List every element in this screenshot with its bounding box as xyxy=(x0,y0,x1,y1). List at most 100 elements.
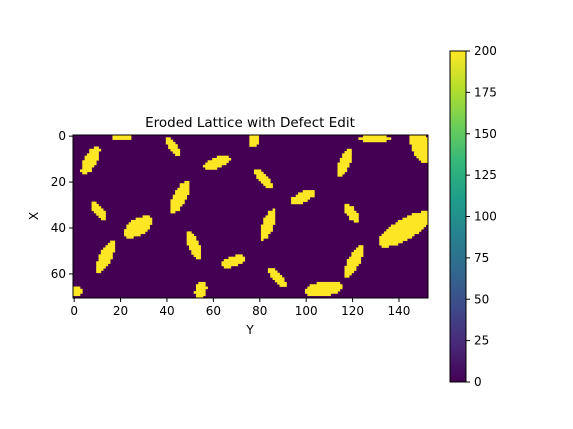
heatmap-cell-run xyxy=(221,263,239,267)
heatmap-cell-run xyxy=(98,254,113,258)
heatmap-cell-run xyxy=(270,275,283,278)
heatmap-cell-run xyxy=(73,288,83,292)
heatmap-cell-run xyxy=(411,146,429,150)
x-axis: 0 20 40 60 80 100 120 140 xyxy=(70,298,410,318)
heatmap-cell-run xyxy=(263,183,273,186)
heatmap-cell-run xyxy=(96,265,106,269)
heatmap-cell-run xyxy=(170,206,181,209)
heatmap-cell-run xyxy=(172,194,188,198)
heatmap-cell-run xyxy=(100,249,116,253)
heatmap-cell-run xyxy=(291,201,304,205)
x-tick-label: 60 xyxy=(206,304,221,318)
heatmap-cell-run xyxy=(195,295,204,299)
heatmap-cell-run xyxy=(168,144,178,147)
heatmap-cell-run xyxy=(409,141,429,145)
heatmap-cell-run xyxy=(353,219,359,223)
heatmap-cell-run xyxy=(316,281,341,285)
heatmap-cell-run xyxy=(124,229,148,232)
heatmap-cell-run xyxy=(353,249,364,253)
heatmap-cell-run xyxy=(358,245,364,248)
heatmap-cell-run xyxy=(265,215,276,218)
heatmap-cell-run xyxy=(260,226,273,230)
heatmap-cell-run xyxy=(346,148,352,152)
plot-frame xyxy=(72,134,429,299)
heatmap-cell-run xyxy=(358,137,392,140)
heatmap-cell-run xyxy=(277,281,287,285)
heatmap-cell-run xyxy=(344,210,357,214)
heatmap-cell-run xyxy=(175,192,190,196)
heatmap-cell-run xyxy=(416,155,429,159)
heatmap-cell-run xyxy=(170,208,181,212)
heatmap-cell-run xyxy=(337,169,348,173)
heatmap-cell-run xyxy=(379,236,413,239)
heatmap-cell-run xyxy=(379,240,403,244)
heatmap-cell-run xyxy=(126,236,134,239)
heatmap-cell-run xyxy=(260,224,273,228)
heatmap-cell-run xyxy=(177,187,190,191)
heatmap-cell-run xyxy=(390,224,427,228)
heatmap-cell-run xyxy=(388,226,424,230)
heatmap-cell-run xyxy=(172,151,181,154)
heatmap-cell-run xyxy=(89,148,102,152)
colorbar-tick-label: 150 xyxy=(474,127,497,141)
heatmap-cell-run xyxy=(100,252,113,255)
heatmap-cell-run xyxy=(337,164,350,168)
heatmap-cell-run xyxy=(344,208,355,212)
heatmap-cell-run xyxy=(249,135,259,138)
heatmap-cell-run xyxy=(295,194,315,198)
heatmap-cell-run xyxy=(414,151,429,154)
heatmap-cell-run xyxy=(309,284,343,287)
heatmap-cell-run xyxy=(267,270,278,274)
heatmap-cell-run xyxy=(379,238,408,241)
x-tick-label: 20 xyxy=(113,304,128,318)
heatmap-cell-run xyxy=(212,157,232,161)
heatmap-cell-run xyxy=(186,242,199,246)
heatmap-cell-run xyxy=(260,229,273,232)
heatmap-cell-run xyxy=(344,265,357,269)
heatmap-cell-run xyxy=(165,141,176,145)
heatmap-cell-run xyxy=(272,277,285,280)
heatmap-cell-run xyxy=(124,233,141,237)
heatmap-cell-run xyxy=(135,217,153,221)
heatmap-cell-run xyxy=(205,162,227,166)
heatmap-cell-run xyxy=(379,242,399,246)
heatmap-cell-run xyxy=(112,135,132,138)
heatmap-cell-run xyxy=(339,157,352,161)
heatmap-cell-run xyxy=(82,167,92,170)
heatmap-cell-run xyxy=(186,238,197,241)
heatmap-cell-run xyxy=(126,224,150,228)
heatmap-cell-run xyxy=(235,254,243,258)
heatmap-cell-run xyxy=(107,242,116,246)
heatmap-cell-run xyxy=(260,180,271,184)
heatmap-cell-run xyxy=(411,144,429,147)
heatmap-cell-run xyxy=(165,137,171,140)
heatmap-cell-run xyxy=(96,213,106,216)
heatmap-cell-run xyxy=(93,146,99,150)
heatmap-cell-run xyxy=(195,256,201,260)
heatmap-cell-run xyxy=(381,245,389,248)
heatmap-cell-run xyxy=(342,155,352,159)
colorbar-tick-label: 50 xyxy=(474,292,489,306)
heatmap-cell-run xyxy=(267,210,276,214)
heatmap-cell-run xyxy=(131,219,153,223)
heatmap-cell-run xyxy=(91,203,99,207)
heatmap-cell-run xyxy=(170,148,181,152)
colorbar xyxy=(449,50,467,383)
heatmap-cell-run xyxy=(407,215,429,218)
heatmap-cell-run xyxy=(195,288,206,292)
heatmap-cell-run xyxy=(256,176,269,179)
heatmap-cell-run xyxy=(221,261,243,264)
heatmap-cell-run xyxy=(216,155,229,159)
x-tick-label: 140 xyxy=(388,304,411,318)
heatmap-cell-run xyxy=(342,153,352,157)
heatmap-cell-run xyxy=(205,167,218,170)
heatmap-cell-run xyxy=(100,217,106,221)
heatmap-cell-run xyxy=(263,219,276,223)
heatmap-cell-run xyxy=(195,286,208,290)
heatmap-cell-run xyxy=(409,139,429,143)
heatmap-cell-run xyxy=(421,210,429,214)
heatmap-cell-run xyxy=(253,169,262,173)
heatmap-cell-run xyxy=(191,249,201,253)
heatmap-cell-run xyxy=(349,256,362,260)
